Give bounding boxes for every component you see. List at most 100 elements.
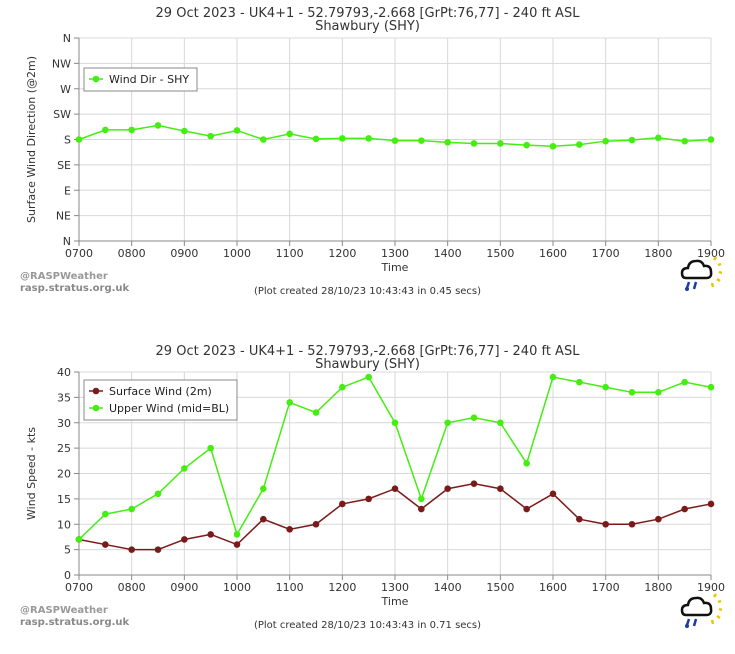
x-tick-label: 1500 <box>486 247 514 260</box>
data-point <box>365 495 372 503</box>
x-axis-label: Time <box>381 261 409 274</box>
data-point <box>497 419 504 427</box>
data-point <box>576 141 583 148</box>
data-point <box>549 490 557 498</box>
chart-subtitle: Shawbury (SHY) <box>315 19 420 34</box>
data-point <box>444 139 451 146</box>
data-point <box>602 137 609 145</box>
x-tick-label: 1200 <box>328 247 356 260</box>
data-point <box>418 495 425 503</box>
data-point <box>154 490 162 498</box>
y-tick-label: NW <box>52 57 71 70</box>
data-point <box>102 510 109 518</box>
data-point <box>181 127 188 135</box>
data-point <box>497 485 504 493</box>
y-tick-label: 15 <box>57 493 71 506</box>
data-point <box>233 541 241 548</box>
y-tick-label: 25 <box>57 442 71 455</box>
data-point <box>286 399 293 406</box>
data-point <box>207 531 214 538</box>
data-point <box>260 515 267 523</box>
data-point <box>655 515 662 523</box>
x-tick-label: 1600 <box>539 581 567 594</box>
weather-cloud-rain-sun-icon <box>680 593 723 629</box>
plot-created-text: (Plot created 28/10/23 10:43:43 in 0.45 … <box>253 286 482 297</box>
y-tick-label: NE <box>56 210 71 223</box>
legend-box <box>83 67 198 92</box>
data-point <box>128 126 135 134</box>
x-tick-label: 1900 <box>697 581 725 594</box>
data-point <box>286 526 293 533</box>
data-point <box>102 541 109 548</box>
chart-title: 29 Oct 2023 - UK4+1 - 52.79793,-2.668 [G… <box>155 344 580 359</box>
x-tick-label: 0700 <box>65 581 93 594</box>
data-point <box>260 485 267 493</box>
data-point <box>497 140 504 147</box>
data-point <box>628 389 636 396</box>
data-point <box>681 378 688 386</box>
credit-handle: @RASPWeather <box>20 271 108 282</box>
data-point <box>260 136 267 143</box>
x-tick-label: 0800 <box>118 247 146 260</box>
x-tick-label: 0800 <box>118 581 146 594</box>
y-tick-label: E <box>64 184 71 197</box>
x-tick-label: 1500 <box>486 581 514 594</box>
data-point <box>418 505 425 513</box>
y-tick-label: N <box>63 235 71 248</box>
wind-speed-chart: 0700 0800 0900 1000 1100 1200 1300 1400 1500 1600… <box>25 366 725 608</box>
credit-url: rasp.stratus.org.uk <box>20 283 130 294</box>
data-point <box>549 142 557 150</box>
y-tick-label: 30 <box>57 417 71 430</box>
data-point <box>681 505 688 513</box>
credit: @RASPWeather rasp.stratus.org.uk <box>20 605 129 629</box>
y-tick-label: N <box>63 32 71 45</box>
legend-box <box>83 379 238 421</box>
data-point <box>312 135 320 143</box>
data-point <box>602 383 609 391</box>
data-point <box>154 546 162 553</box>
x-tick-label: 1400 <box>434 247 462 260</box>
chart-title: 29 Oct 2023 - UK4+1 - 52.79793,-2.668 [G… <box>155 6 580 21</box>
legend-swatch-marker <box>92 404 100 412</box>
x-tick-label: 1800 <box>644 247 672 260</box>
x-tick-label: 1700 <box>592 581 620 594</box>
data-point <box>576 515 583 523</box>
data-point <box>707 136 715 143</box>
legend: Wind Dir - SHY <box>83 67 198 92</box>
data-point <box>207 132 214 140</box>
x-tick-label: 1000 <box>223 581 251 594</box>
data-point <box>207 444 214 452</box>
credit: @RASPWeather rasp.stratus.org.uk <box>20 271 129 295</box>
data-point <box>444 485 451 493</box>
data-point <box>286 130 293 138</box>
data-point <box>576 378 583 386</box>
y-tick-label: 5 <box>64 544 71 557</box>
data-point <box>233 531 241 538</box>
data-point <box>391 137 399 144</box>
data-point <box>312 409 320 416</box>
y-tick-label: 0 <box>64 569 71 582</box>
data-point <box>470 480 478 487</box>
x-tick-label: 1900 <box>697 247 725 260</box>
weather-cloud-rain-sun-icon <box>680 256 723 292</box>
y-tick-label: S <box>64 134 71 147</box>
y-tick-label: W <box>60 83 71 96</box>
credit-url: rasp.stratus.org.uk <box>20 617 130 628</box>
data-point <box>365 135 372 142</box>
plot-created-text: (Plot created 28/10/23 10:43:43 in 0.71 … <box>253 620 482 631</box>
data-point <box>470 414 478 421</box>
legend-swatch-marker <box>92 387 100 395</box>
y-axis-label: Wind Speed - kts <box>25 427 38 520</box>
x-tick-label: 1700 <box>592 247 620 260</box>
data-point <box>602 520 609 528</box>
credit-handle: @RASPWeather <box>20 605 108 616</box>
y-tick-label: SW <box>53 108 71 121</box>
wind-direction-panel: 29 Oct 2023 - UK4+1 - 52.79793,-2.668 [G… <box>0 0 735 316</box>
data-point <box>339 135 346 142</box>
x-tick-label: 1300 <box>381 247 409 260</box>
data-point <box>391 485 399 493</box>
legend: Surface Wind (2m) Upper Wind (mid=BL) <box>83 379 238 421</box>
legend-label: Surface Wind (2m) <box>109 385 212 398</box>
data-point <box>154 122 162 129</box>
data-point <box>628 520 636 528</box>
